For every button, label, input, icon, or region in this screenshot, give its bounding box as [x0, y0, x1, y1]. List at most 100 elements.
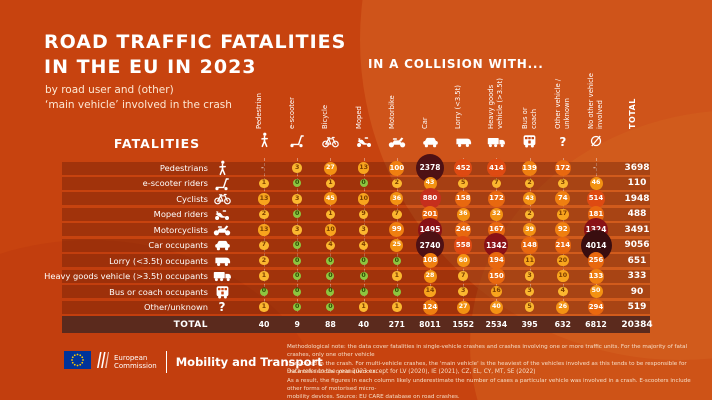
- value-circle: 172: [554, 159, 572, 177]
- row-total: 90: [630, 286, 644, 297]
- value-circle: 7: [392, 209, 402, 220]
- value-circle: 108: [422, 253, 438, 269]
- value-circle: 414: [487, 158, 506, 178]
- totals-row-label: TOTAL: [173, 320, 208, 330]
- column-label: Heavy goods vehicle (>3.5t): [487, 78, 505, 129]
- column-total: 632: [554, 320, 571, 329]
- value-circle: 0: [293, 271, 302, 281]
- value-circle: 10: [557, 270, 569, 282]
- value-circle: 50: [589, 285, 603, 299]
- value-circle: 3: [458, 286, 468, 297]
- dg-mobility-transport-label: Mobility and Transport: [175, 355, 323, 369]
- value-circle: 0: [359, 287, 368, 296]
- value-circle: 5: [524, 302, 535, 312]
- value-circle: 2: [524, 209, 535, 220]
- value-circle: 172: [488, 190, 505, 208]
- value-circle: 5: [458, 178, 468, 189]
- footnote-line: As a result, the figures in each column …: [287, 377, 691, 392]
- column-total: 40: [258, 320, 270, 329]
- value-circle: 45: [323, 192, 337, 206]
- value-circle: 3: [292, 194, 302, 204]
- value-circle: 40: [489, 300, 503, 314]
- column-label: Lorry (<3.5t): [454, 85, 463, 129]
- grand-total: 20384: [621, 320, 653, 330]
- collision-with-heading: IN A COLLISION WITH...: [368, 57, 544, 71]
- column-label: Bus or coach: [520, 107, 538, 129]
- value-circle: 43: [523, 192, 537, 206]
- value-circle: 246: [454, 221, 472, 239]
- column-label: Pedestrian: [255, 93, 263, 129]
- value-circle: 1: [259, 302, 269, 312]
- value-circle: 3: [558, 178, 568, 189]
- row-label: Car occupants: [148, 240, 208, 251]
- column-label: Bicycle: [321, 104, 330, 129]
- european-commission-logo: European Commission Mobility and Transpo…: [64, 351, 323, 373]
- value-circle: 1: [325, 209, 336, 220]
- value-circle: 0: [359, 271, 368, 281]
- column-label: Other vehicle / unknown: [553, 78, 571, 129]
- value-circle: 0: [359, 256, 368, 265]
- value-circle: 256: [587, 252, 605, 269]
- row-label: Heavy goods vehicle (>3.5t) occupants: [44, 271, 208, 282]
- row-label: Pedestrians: [159, 163, 208, 173]
- value-circle: 0: [293, 210, 302, 219]
- european-commission-label: European Commission: [114, 354, 157, 371]
- column-total: 88: [324, 320, 336, 329]
- column-total: 9: [294, 320, 300, 329]
- value-circle: 28: [423, 269, 437, 283]
- page-subtitle-line2: ‘main vehicle’ involved in the crash: [45, 99, 232, 111]
- pedestrian-icon: [254, 131, 274, 148]
- value-circle: 26: [556, 300, 570, 314]
- footnote-line: Methodological note: the data cover fata…: [287, 344, 688, 359]
- value-circle: 14: [424, 285, 436, 298]
- value-circle: 194: [488, 252, 505, 269]
- value-circle: 10: [324, 224, 337, 236]
- value-circle: 124: [422, 299, 438, 315]
- bicycle-icon: [211, 191, 233, 206]
- row-total: 3491: [624, 224, 650, 235]
- value-circle: 9: [358, 209, 369, 220]
- column-label-total: TOTAL: [628, 98, 637, 129]
- car-icon: [211, 238, 233, 253]
- value-circle: 7: [458, 271, 468, 281]
- value-circle: 139: [522, 160, 538, 176]
- value-circle: 13: [357, 162, 370, 174]
- value-circle: 1: [325, 178, 336, 189]
- value-circle: 158: [454, 190, 472, 208]
- org-line1: European: [114, 353, 148, 362]
- logo-divider: [165, 351, 167, 373]
- e-scooter-icon: [211, 176, 233, 191]
- value-circle: 133: [588, 268, 604, 284]
- moped-icon: [354, 131, 374, 148]
- value-circle: 10: [357, 193, 370, 205]
- column-total: 1552: [452, 320, 475, 329]
- footnote-line: mobility devices. Source: EU CARE databa…: [287, 394, 460, 400]
- value-circle: 16: [490, 285, 503, 298]
- totals-row-band: [62, 316, 650, 333]
- row-total: 333: [627, 271, 647, 282]
- footnote-line: is involved in the crash. For multi-vehi…: [287, 360, 687, 376]
- row-label: e-scooter riders: [142, 178, 208, 189]
- value-circle: 0: [293, 256, 302, 265]
- row-total: 488: [627, 209, 647, 220]
- column-total: 8011: [419, 320, 441, 329]
- value-circle: 4: [558, 286, 568, 297]
- value-circle: 74: [555, 191, 571, 207]
- no-vehicle-icon: [586, 131, 606, 148]
- motorbike-icon: [387, 131, 407, 148]
- value-circle: 0: [260, 287, 268, 296]
- bus-icon: [211, 284, 233, 299]
- value-circle: 4: [358, 240, 369, 250]
- value-circle: 4: [325, 240, 336, 250]
- row-label: Other/unknown: [143, 302, 208, 313]
- value-circle: 558: [453, 236, 473, 255]
- hgv-icon: [486, 131, 506, 148]
- value-circle: 46: [589, 176, 603, 190]
- value-circle: 1: [392, 271, 402, 281]
- row-band: [62, 285, 650, 299]
- value-circle: 36: [390, 192, 404, 206]
- column-total: 6812: [585, 320, 607, 329]
- value-circle: 27: [323, 161, 337, 175]
- value-circle: 2: [392, 178, 402, 189]
